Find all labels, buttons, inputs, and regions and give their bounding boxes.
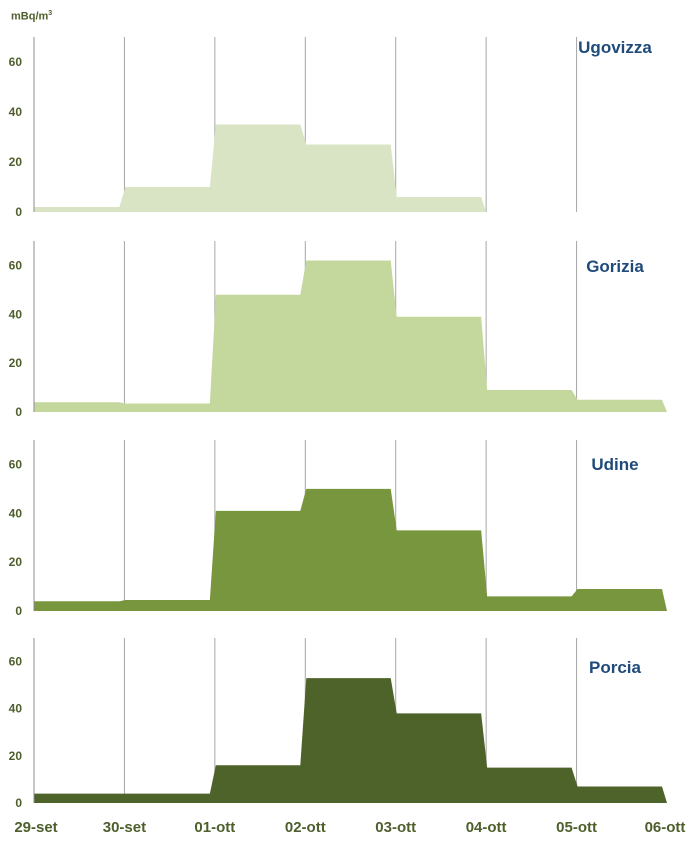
y-tick-label: 20	[9, 356, 23, 370]
x-tick-label: 05-ott	[556, 819, 597, 836]
y-tick-label: 40	[9, 105, 23, 119]
x-tick-label: 03-ott	[375, 819, 416, 836]
panel-title: Porcia	[589, 658, 642, 677]
y-tick-label: 40	[9, 307, 23, 321]
y-tick-label: 0	[15, 604, 22, 618]
y-tick-label: 20	[9, 555, 23, 569]
x-tick-label: 29-set	[14, 819, 57, 836]
area-gorizia	[34, 260, 667, 412]
y-tick-label: 40	[9, 702, 23, 716]
x-tick-label: 02-ott	[285, 819, 326, 836]
panel-title: Ugovizza	[578, 38, 652, 57]
y-tick-label: 60	[9, 55, 23, 69]
y-tick-label: 60	[9, 457, 23, 471]
panel-title: Udine	[591, 455, 638, 474]
unit-exponent: 3	[48, 10, 53, 17]
y-tick-label: 0	[15, 405, 22, 419]
area-udine	[34, 488, 667, 611]
y-tick-label: 0	[15, 796, 22, 810]
x-tick-label: 04-ott	[466, 819, 507, 836]
unit-label: mBq/m3	[11, 10, 52, 23]
x-tick-label: 01-ott	[194, 819, 235, 836]
y-tick-label: 60	[9, 655, 23, 669]
panel-porcia: 0 20 40 60 Porcia	[9, 638, 667, 810]
y-tick-label: 60	[9, 258, 23, 272]
x-tick-label: 30-set	[103, 819, 146, 836]
x-axis-labels: 29-set 30-set 01-ott 02-ott 03-ott 04-ott 05-o…	[14, 819, 685, 836]
y-tick-label: 20	[9, 155, 23, 169]
x-tick-label: 06-ott	[645, 819, 686, 836]
y-tick-label: 20	[9, 749, 23, 763]
unit-base: mBq/m	[11, 10, 49, 23]
panel-ugovizza: 0 20 40 60 Ugovizza	[9, 37, 652, 219]
area-ugovizza	[34, 124, 487, 212]
y-tick-label: 40	[9, 506, 23, 520]
panel-title: Gorizia	[586, 257, 644, 276]
y-tick-label: 0	[15, 205, 22, 219]
area-porcia	[34, 678, 667, 803]
panel-gorizia: 0 20 40 60 Gorizia	[9, 241, 667, 419]
panel-udine: 0 20 40 60 Udine	[9, 440, 667, 618]
